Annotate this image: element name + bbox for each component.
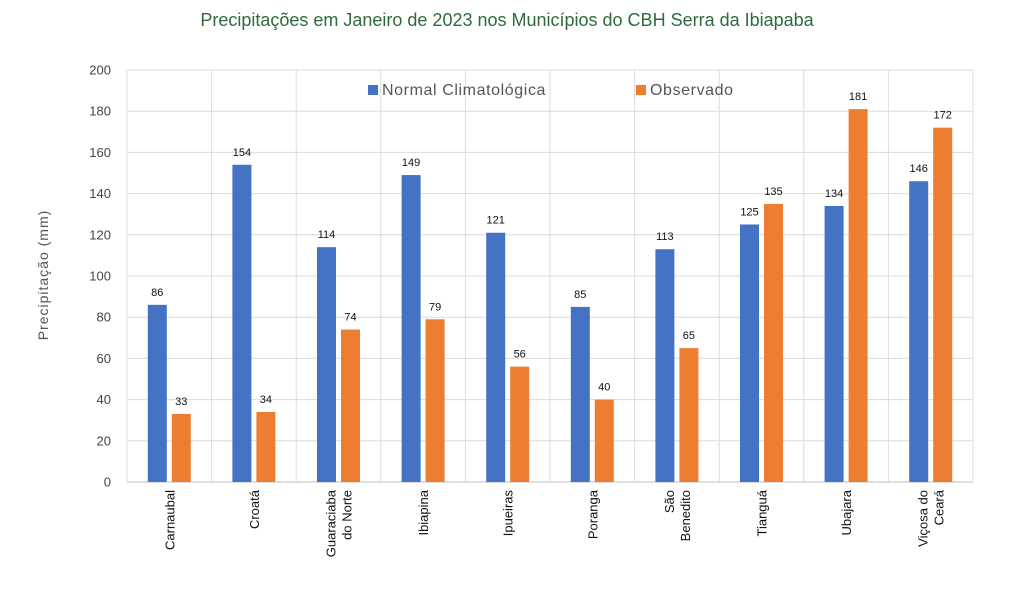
data-label: 33 [175, 396, 187, 408]
data-label: 65 [683, 330, 695, 342]
bar-normal [317, 247, 336, 482]
data-label: 135 [764, 186, 782, 198]
gridlines [126, 69, 974, 483]
legend-label: Normal Climatológica [382, 82, 546, 99]
bar-normal [824, 205, 844, 482]
y-axis-ticks: 0 20 40 60 80 100 120 140 160 180 200 [89, 63, 111, 490]
bar-observed [256, 411, 276, 482]
bar-observed [933, 127, 953, 483]
data-label: 125 [740, 207, 758, 219]
bar-normal [232, 164, 252, 482]
y-tick-label: 140 [89, 186, 111, 201]
bar-normal [909, 181, 929, 483]
y-tick-label: 80 [97, 310, 111, 325]
y-tick-label: 200 [89, 63, 111, 78]
y-tick-label: 0 [104, 475, 111, 490]
x-category-line: Ipueiras [501, 490, 516, 537]
x-category-line: Guaraciaba [324, 489, 339, 557]
y-tick-label: 60 [97, 351, 111, 366]
data-label: 154 [233, 147, 251, 159]
bar-normal [655, 249, 675, 482]
bar-observed [679, 348, 699, 482]
x-category-label: Croatá [247, 489, 262, 529]
chart-title: Precipitações em Janeiro de 2023 nos Mun… [200, 10, 814, 30]
data-label: 149 [402, 157, 420, 169]
data-label: 114 [318, 229, 336, 241]
bar-observed [425, 319, 445, 482]
legend: Normal Climatológica Observado [368, 82, 734, 99]
x-category-line: do Norte [340, 490, 355, 540]
data-label: 79 [429, 301, 441, 313]
x-category-line: Ubajara [839, 489, 854, 535]
x-category-label: Carnaubal [162, 490, 177, 550]
data-label: 56 [514, 349, 526, 361]
legend-label: Observado [650, 82, 734, 99]
data-label: 172 [934, 110, 952, 122]
y-tick-label: 180 [89, 104, 111, 119]
data-labels: 86 33 154 34 114 74 149 79 121 56 85 40 113 65 125 135 1… [151, 91, 952, 408]
data-label: 113 [656, 231, 674, 243]
legend-swatch [636, 85, 646, 95]
x-category-label: Ibiapina [416, 489, 431, 535]
data-label: 181 [849, 91, 867, 103]
x-category-label: Ubajara [839, 489, 854, 535]
bar-normal [147, 304, 167, 482]
y-tick-label: 100 [89, 269, 111, 284]
bar-observed [510, 366, 530, 482]
x-category-line: Poranga [585, 489, 600, 539]
data-label: 121 [487, 215, 505, 227]
bar-normal [740, 224, 759, 482]
y-tick-label: 160 [89, 145, 111, 160]
bar-observed [848, 109, 868, 482]
x-category-line: Ceará [932, 489, 947, 525]
bar-normal [486, 232, 506, 482]
y-tick-label: 120 [89, 227, 111, 242]
data-label: 74 [344, 312, 356, 324]
y-tick-label: 20 [97, 433, 111, 448]
x-category-line: Carnaubal [162, 490, 177, 550]
legend-swatch [368, 85, 378, 95]
x-category-line: Croatá [247, 489, 262, 529]
bars [147, 109, 953, 483]
bar-normal [570, 306, 590, 482]
x-category-line: São [662, 490, 677, 513]
data-label: 146 [910, 163, 928, 175]
bar-normal [401, 175, 421, 482]
y-axis-title: Precipitação (mm) [35, 210, 51, 341]
x-category-label: São Benedito [662, 490, 693, 541]
x-category-line: Benedito [678, 490, 693, 541]
x-category-label: Guaraciaba do Norte [324, 489, 355, 557]
bar-observed [171, 414, 191, 482]
x-category-label: Ipueiras [501, 490, 516, 537]
x-category-label: Poranga [585, 489, 600, 539]
bar-observed [764, 203, 783, 482]
data-label: 40 [598, 382, 610, 394]
x-category-line: Tianguá [755, 489, 770, 536]
data-label: 86 [151, 287, 163, 299]
bar-observed [341, 329, 360, 482]
x-category-label: Tianguá [755, 489, 770, 536]
x-category-line: Ibiapina [416, 489, 431, 535]
x-category-label: Viçosa do Ceará [916, 489, 947, 547]
y-tick-label: 40 [97, 392, 111, 407]
data-label: 134 [825, 188, 843, 200]
data-label: 34 [260, 394, 272, 406]
x-axis-categories: Carnaubal Croatá Guaraciaba do Norte Ibiapin… [162, 489, 946, 557]
bar-observed [594, 399, 614, 482]
data-label: 85 [574, 289, 586, 301]
x-category-line: Viçosa do [916, 490, 931, 547]
